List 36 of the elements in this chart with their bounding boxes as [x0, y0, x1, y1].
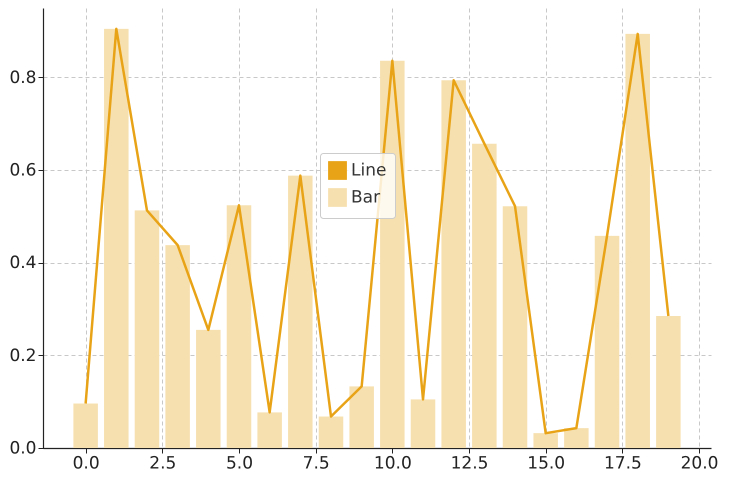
bar — [226, 205, 252, 448]
bar — [349, 386, 374, 448]
bar — [165, 245, 190, 448]
bar — [73, 404, 98, 448]
y-tick-label: 0.8 — [9, 68, 36, 88]
bar — [288, 176, 313, 448]
bar — [656, 316, 681, 448]
y-tick-label: 0.0 — [9, 438, 36, 458]
x-tick-label: 15.0 — [527, 454, 566, 474]
x-tick-label: 7.5 — [302, 454, 330, 474]
bar — [625, 34, 650, 448]
x-tick-label: 2.5 — [149, 454, 176, 474]
x-tick-label: 17.5 — [604, 454, 642, 474]
legend-label: Bar — [351, 188, 380, 208]
bar — [104, 28, 129, 448]
y-tick-label: 0.6 — [9, 160, 36, 181]
bar — [257, 412, 282, 448]
legend-label: Line — [351, 160, 386, 180]
x-tick-label: 20.0 — [680, 454, 718, 474]
x-tick-label: 10.0 — [374, 454, 412, 474]
bar — [502, 206, 528, 448]
bar — [318, 416, 344, 448]
bar — [441, 80, 466, 448]
x-tick-label: 0.0 — [72, 454, 100, 474]
y-tick-label: 0.4 — [9, 253, 36, 274]
x-tick-label: 5.0 — [226, 454, 254, 474]
line-series — [84, 28, 670, 434]
y-tick-label: 0.2 — [9, 346, 36, 366]
bar — [564, 428, 589, 448]
bar — [196, 330, 221, 448]
bar — [594, 236, 620, 448]
bar — [533, 433, 558, 448]
x-tick-label: 12.5 — [450, 454, 488, 474]
bar — [472, 144, 497, 448]
bar — [134, 210, 160, 448]
bar — [410, 399, 436, 448]
